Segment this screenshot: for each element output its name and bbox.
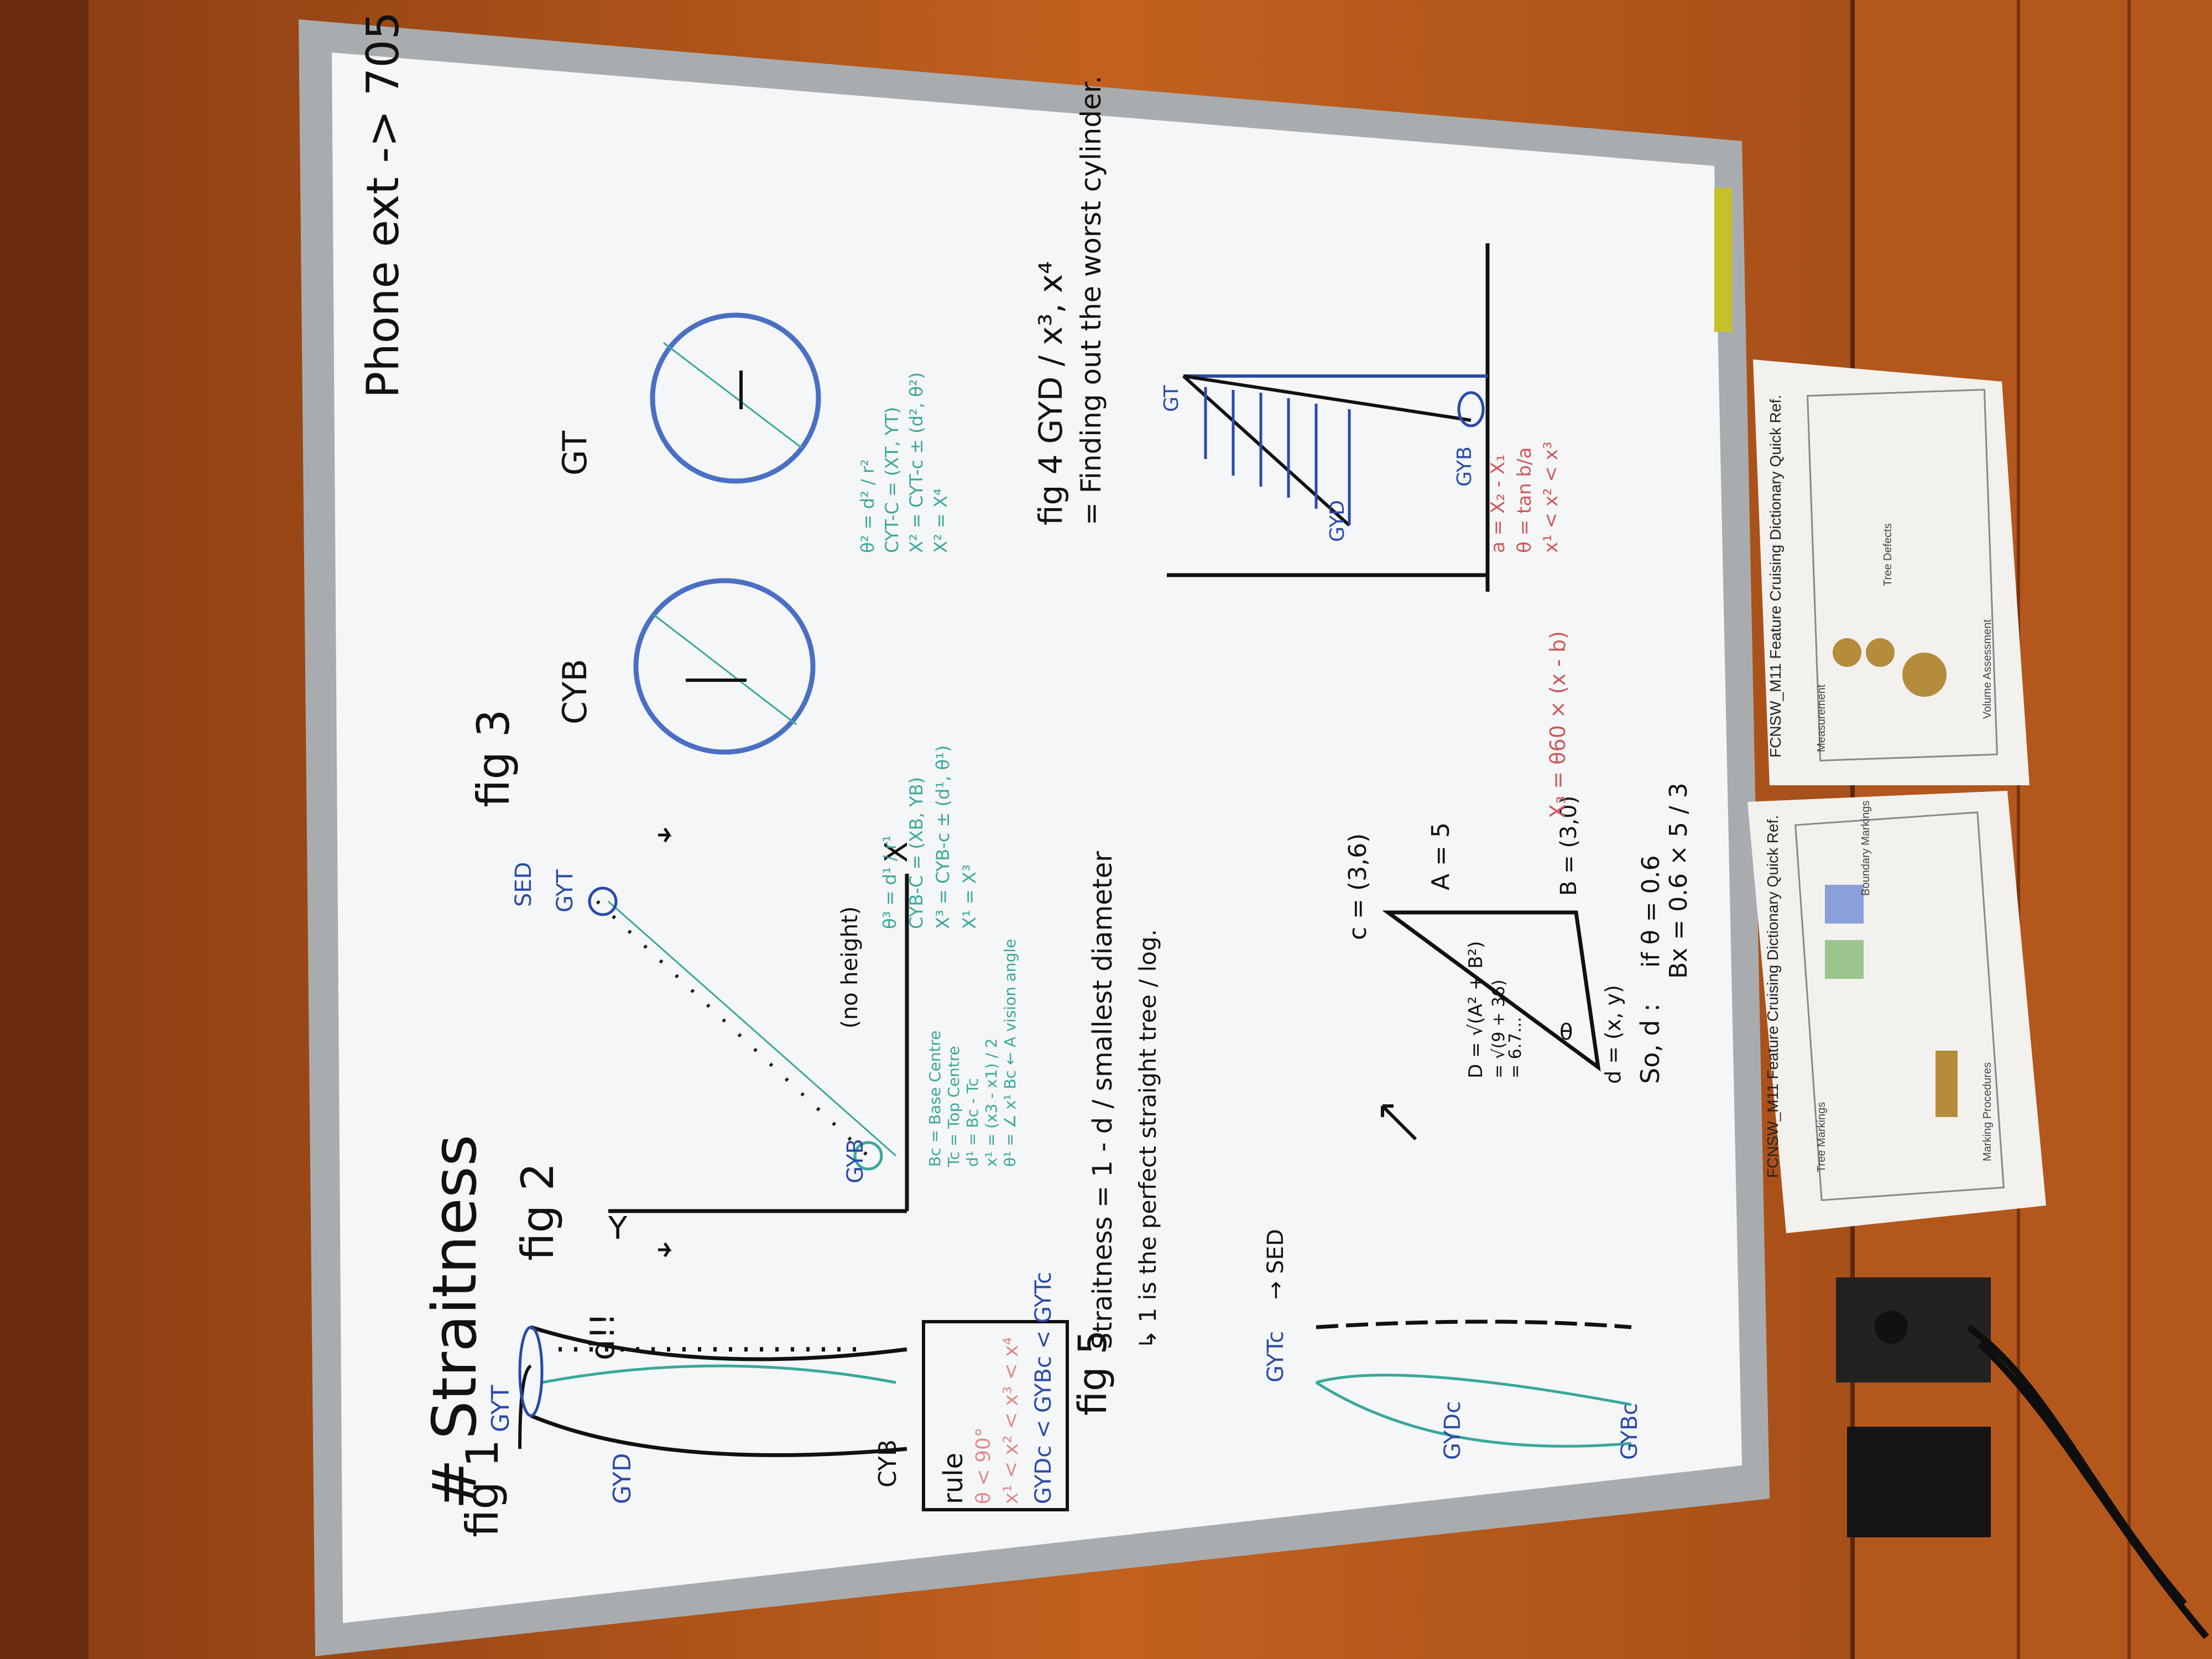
- page-title: # Straitness: [419, 1135, 490, 1510]
- quick-ref-card-2: FCNSW_M11 Feature Cruising Dictionary Qu…: [1753, 359, 2030, 785]
- fig3-note-b-4: X¹ = X³: [959, 864, 980, 929]
- fig3-note-t-4: X² = X⁴: [930, 488, 951, 553]
- rule-title: rule: [938, 1453, 969, 1504]
- fig2-note-5: θ¹ = ∠ x¹ Bc ← A vision angle: [1001, 939, 1019, 1167]
- fig2-note-2: Tc = Top Centre: [945, 1046, 963, 1167]
- fig2-gyt: GYT: [552, 869, 578, 912]
- triangle-workings: c = (3,6) A = 5 B = (3,0) θ D = √(A² + B…: [1344, 631, 1693, 1141]
- fig4-gyb: GYB: [1453, 446, 1476, 487]
- fig4-gyd: GYD: [1326, 500, 1349, 542]
- fig2-note-3: d¹ = Bc - Tc: [963, 1078, 982, 1167]
- card-2-section-1: Measurement: [1815, 684, 1828, 752]
- triangle-theta: θ: [1559, 1020, 1573, 1045]
- fig5-label: fig 5: [1070, 1330, 1115, 1416]
- fig1-label: fig 1: [457, 1439, 508, 1538]
- fig3: fig 3 CYB GT θ³ = d¹ / r¹ CYB-C = (XB, YB…: [468, 312, 980, 1258]
- triangle-d-sub: = √(9 + 36): [1489, 979, 1509, 1078]
- fig2-sed: SED: [511, 862, 536, 907]
- triangle: [1382, 910, 1601, 1072]
- fig2-no-height: (no height): [837, 906, 863, 1029]
- fig5-straitness: Straitness = 1 - d / smallest diameter: [1087, 851, 1118, 1349]
- rule-line-1: θ < 90°: [972, 1427, 995, 1504]
- log-outline-top: [530, 1325, 907, 1361]
- fig2-label: fig 2: [512, 1163, 564, 1261]
- fig3-gt: GT: [556, 431, 594, 476]
- phone-note: Phone ext -> 705: [357, 12, 409, 398]
- rule-line-3: GYDc < GYBc < GYTc: [1031, 1272, 1056, 1504]
- fig2-y-axis: Y: [608, 1211, 628, 1246]
- card-2-section-3: Volume Assessment: [1981, 619, 1994, 719]
- fig5-gytc: GYTc: [1263, 1331, 1288, 1383]
- card-2-section-2: Tree Defects: [1882, 523, 1894, 586]
- fig4-gt: GT: [1160, 384, 1183, 412]
- fig2-note-1: Bc = Base Centre: [926, 1030, 944, 1167]
- card-1-section-3: Marking Procedures: [1981, 1062, 1994, 1161]
- fig2: fig 2 Y X (no height) SED GYT GYB Bc = B…: [511, 842, 1019, 1261]
- fig3-label: fig 3: [468, 709, 519, 808]
- fig4-note-1: a = X₂ - X₁: [1487, 454, 1509, 553]
- rule-box: [922, 1320, 1069, 1511]
- rule-line-2: x¹ < x² < x³ < x⁴: [1000, 1337, 1022, 1504]
- fig5: fig 5 Straitness = 1 - d / smallest diam…: [1070, 851, 1642, 1460]
- triangle-if-theta: if θ = 0.6: [1637, 855, 1665, 968]
- power-outlet: [1836, 1277, 2209, 1639]
- marker-tray-label: [1714, 188, 1732, 332]
- log-outline-bottom: [530, 1413, 907, 1457]
- fig2-note-4: x¹ = (x3 - x1) / 2: [982, 1038, 1000, 1167]
- fig1-gyt: GYT: [487, 1385, 515, 1432]
- fig4-label: fig 4 GYD / x³, x⁴: [1032, 261, 1070, 525]
- fig1: fig 1 # Straitness GYT GYD d!! CYB rule …: [419, 1135, 1069, 1538]
- fig1-cyb: CYB: [874, 1439, 902, 1488]
- triangle-so: So, d :: [1635, 1003, 1665, 1084]
- cyb-circle: [633, 578, 816, 755]
- triangle-x3: X₃ = θ60 × (x - b): [1546, 631, 1570, 818]
- fig5-sed: → SED: [1263, 1229, 1288, 1300]
- cyt-circle: [650, 312, 821, 484]
- fig3-note-b-2: CYB-C = (XB, YB): [906, 777, 927, 929]
- fig5-note: ↳ 1 is the perfect straight tree / log.: [1134, 929, 1161, 1349]
- card-1-section-1: Tree Markings: [1815, 1102, 1828, 1172]
- fig4-caption: = Finding out the worst cylinder.: [1075, 75, 1107, 525]
- fig1-dll: d!!: [583, 1313, 622, 1360]
- fig3-note-b-3: X³ = CYB-c ± (d¹, θ¹): [932, 745, 953, 929]
- triangle-d-val: = 6.7...: [1506, 1017, 1525, 1078]
- fig4: fig 4 GYD / x³, x⁴ = Finding out the wor…: [1032, 75, 1562, 592]
- fig1-gyd: GYD: [608, 1453, 637, 1504]
- fig2-gyb: GYB: [843, 1139, 868, 1183]
- fig5-gybc: GYBc: [1617, 1403, 1642, 1460]
- fig3-note-b-1: θ³ = d¹ / r¹: [879, 835, 900, 929]
- fig2-x-axis: X: [879, 842, 915, 863]
- fig3-note-t-3: X² = CYT-c ± (d², θ²): [906, 372, 927, 553]
- fig5-gydc: GYDc: [1440, 1401, 1465, 1460]
- fig3-cyb: CYB: [556, 659, 594, 724]
- triangle-a: A = 5: [1427, 822, 1455, 890]
- fig4-note-3: x¹ < x² < x³: [1540, 442, 1562, 553]
- triangle-b: B = (3,0): [1556, 796, 1582, 896]
- triangle-d-pt: d = (x, y): [1601, 985, 1625, 1084]
- fig3-note-t-1: θ² = d² / r²: [857, 459, 878, 553]
- quick-ref-card-1: FCNSW_M11 Feature Cruising Dictionary Qu…: [1747, 791, 2046, 1233]
- fig4-note-2: θ = tan b/a: [1514, 447, 1536, 553]
- card-2-title: FCNSW_M11 Feature Cruising Dictionary Qu…: [1767, 395, 1784, 758]
- card-1-section-2: Boundary Markings: [1860, 801, 1872, 896]
- triangle-bx: Bx = 0.6 × 5 / 3: [1665, 782, 1693, 979]
- triangle-c: c = (3,6): [1344, 833, 1372, 940]
- fig3-note-t-2: CYT-C = (XT, YT): [881, 407, 902, 553]
- card-1-title: FCNSW_M11 Feature Cruising Dictionary Qu…: [1764, 815, 1781, 1178]
- triangle-d-formula: D = √(A² + B²): [1465, 941, 1487, 1078]
